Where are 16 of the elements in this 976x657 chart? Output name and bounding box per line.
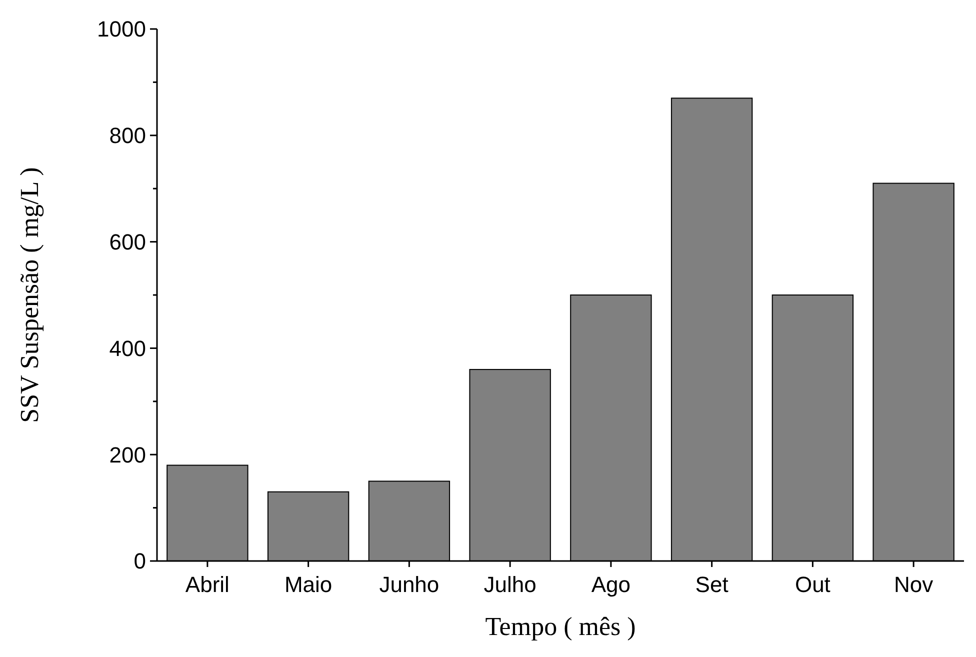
x-tick-label: Nov	[894, 572, 934, 597]
x-tick-label: Out	[794, 572, 830, 597]
y-tick-label: 800	[109, 123, 146, 148]
y-tick-label: 600	[109, 230, 146, 254]
x-axis-title: Tempo ( mês )	[485, 612, 636, 641]
x-tick-label: Julho	[484, 572, 536, 597]
x-tick-label: Maio	[284, 572, 332, 597]
y-tick-label: 0	[134, 548, 146, 574]
y-axis-title: SSV Suspensão ( mg/L )	[15, 167, 44, 423]
x-tick-label: Abril	[185, 572, 230, 597]
y-tick-label: 1000	[97, 16, 146, 42]
x-tick-label: Ago	[591, 572, 631, 597]
x-tick-label: Junho	[379, 572, 440, 597]
x-tick-label: Set	[695, 572, 728, 597]
y-tick-label: 200	[109, 442, 146, 468]
y-tick-label: 400	[109, 336, 146, 361]
